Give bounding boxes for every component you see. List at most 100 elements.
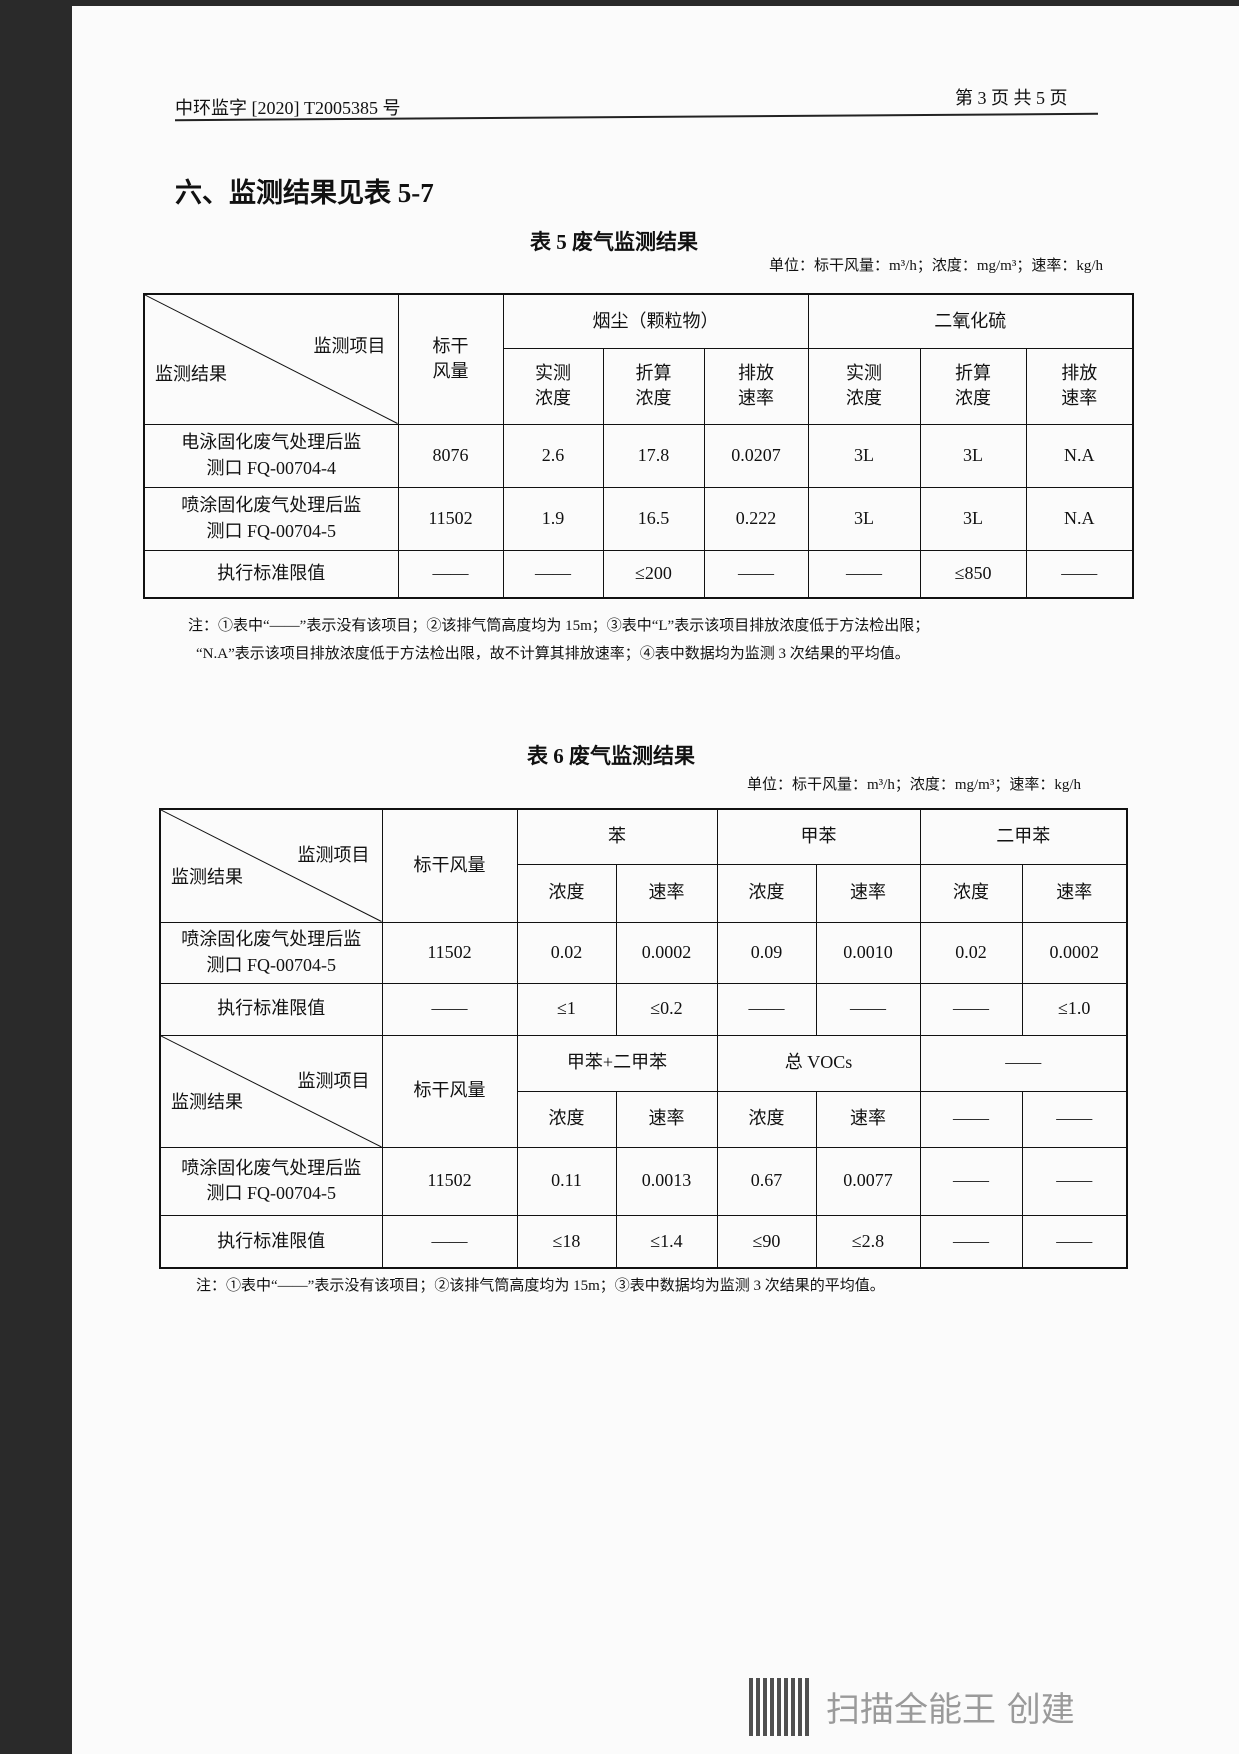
cell: 3L [807,486,921,551]
cell: 3L [919,486,1027,551]
corner-bottom: 监测结果 [171,867,243,888]
sub-header: 速率 [815,863,921,923]
row-label: 喷涂固化废气处理后监测口 FQ-00704-5 [159,921,383,984]
corner-bottom: 监测结果 [155,364,227,385]
sub-header: 排放速率 [703,347,809,425]
table-row: 执行标准限值 —— ≤18 ≤1.4 ≤90 ≤2.8 —— —— [159,1214,1128,1269]
cell: —— [397,549,504,599]
sub-header: 折算浓度 [602,347,705,425]
row-label: 执行标准限值 [159,1214,383,1269]
scan-edge [0,0,72,1754]
group-header: 总 VOCs [716,1034,921,1092]
table6: 监测项目 监测结果 标干风量 苯 甲苯 二甲苯 浓度 速率 浓度 速率 浓度 速率 喷涂固化… [159,808,1128,1269]
section-title: 六、监测结果见表 5-7 [175,178,434,208]
scan-edge-top [0,0,1239,6]
cell: —— [1021,1146,1128,1216]
table5-note-1: 注：①表中“——”表示没有该项目；②该排气筒高度均为 15m；③表中“L”表示该… [188,618,930,634]
cell: —— [919,1214,1023,1269]
cell: —— [807,549,921,599]
table-row: 喷涂固化废气处理后监测口 FQ-00704-5 11502 0.11 0.0013 0… [159,1146,1128,1216]
watermark: 扫描全能王 创建 [826,1690,1075,1730]
col-flow: 标干风量 [381,808,518,923]
cell: 0.0013 [615,1146,718,1216]
table5: 监测项目监测结果 标干风量 烟尘（颗粒物） 二氧化硫 实测浓度 折算浓度 排放速… [143,293,1135,599]
cell: ≤1.0 [1021,982,1128,1036]
cell: —— [381,1214,518,1269]
row-label: 执行标准限值 [159,982,383,1036]
corner-top: 监测项目 [313,335,386,356]
cell: 11502 [381,1146,518,1216]
table5-title: 表 5 废气监测结果 [530,230,698,254]
sub-header: 速率 [615,863,718,923]
cell: 16.5 [602,486,705,551]
cell: ≤1 [516,982,617,1036]
table6-note: 注：①表中“——”表示没有该项目；②该排气筒高度均为 15m；③表中数据均为监测… [196,1278,885,1294]
group-so2: 二氧化硫 [807,293,1134,349]
cell: ≤18 [516,1214,617,1269]
sub-header: 折算浓度 [919,347,1027,425]
cell: 0.0002 [615,921,718,984]
cell: ≤90 [716,1214,817,1269]
cell: N.A [1025,486,1134,551]
cell: 0.02 [919,921,1023,984]
group-header: —— [919,1034,1128,1092]
doc-number: 中环监字 [2020] T2005385 号 [175,98,401,118]
cell: 3L [919,423,1027,488]
cell: N.A [1025,423,1134,488]
cell: 1.9 [502,486,604,551]
cell: —— [716,982,817,1036]
cell: 8076 [397,423,504,488]
sub-header: 速率 [615,1090,718,1148]
cell: ≤0.2 [615,982,718,1036]
sub-header: 浓度 [919,863,1023,923]
table-row: 电泳固化废气处理后监测口 FQ-00704-4 8076 2.6 17.8 0.020… [143,423,1134,488]
col-flow: 标干风量 [397,293,504,425]
cell: 0.09 [716,921,817,984]
cell: —— [381,982,518,1036]
sub-header: 速率 [1021,863,1128,923]
cell: —— [919,1146,1023,1216]
row-label: 喷涂固化废气处理后监测口 FQ-00704-5 [143,486,399,551]
cell: 0.0077 [815,1146,921,1216]
sub-header: 浓度 [516,1090,617,1148]
cell: 3L [807,423,921,488]
cell: ≤2.8 [815,1214,921,1269]
group-dust: 烟尘（颗粒物） [502,293,809,349]
table-row: 喷涂固化废气处理后监测口 FQ-00704-5 11502 1.9 16.5 0.22… [143,486,1134,551]
sub-header: 浓度 [716,1090,817,1148]
group-header: 苯 [516,808,718,865]
row-label: 喷涂固化废气处理后监测口 FQ-00704-5 [159,1146,383,1216]
sub-header: —— [919,1090,1023,1148]
cell: 0.67 [716,1146,817,1216]
cell: —— [1025,549,1134,599]
cell: 0.0010 [815,921,921,984]
page-number: 第 3 页 共 5 页 [955,88,1068,108]
cell: 0.0207 [703,423,809,488]
cell: 0.0002 [1021,921,1128,984]
cell: 11502 [397,486,504,551]
sub-header: —— [1021,1090,1128,1148]
group-header: 甲苯 [716,808,921,865]
cell: 2.6 [502,423,604,488]
sub-header: 实测浓度 [807,347,921,425]
corner-header: 监测项目监测结果 [143,293,399,425]
table-row: 喷涂固化废气处理后监测口 FQ-00704-5 11502 0.02 0.0002 0… [159,921,1128,984]
cell: —— [1021,1214,1128,1269]
cell: —— [502,549,604,599]
cell: 0.02 [516,921,617,984]
cell: 0.11 [516,1146,617,1216]
sub-header: 排放速率 [1025,347,1134,425]
sub-header: 浓度 [516,863,617,923]
sub-header: 实测浓度 [502,347,604,425]
sub-header: 速率 [815,1090,921,1148]
table5-note-2: “N.A”表示该项目排放浓度低于方法检出限，故不计算其排放速率；④表中数据均为监… [196,646,910,662]
table5-unit: 单位：标干风量：m³/h；浓度：mg/m³；速率：kg/h [768,258,1103,274]
table6-unit: 单位：标干风量：m³/h；浓度：mg/m³；速率：kg/h [746,777,1081,793]
cell: ≤1.4 [615,1214,718,1269]
table-row: 执行标准限值 —— ≤1 ≤0.2 —— —— —— ≤1.0 [159,982,1128,1036]
group-header: 二甲苯 [919,808,1128,865]
cell: —— [815,982,921,1036]
cell: 11502 [381,921,518,984]
col-flow: 标干风量 [381,1034,518,1148]
sub-header: 浓度 [716,863,817,923]
